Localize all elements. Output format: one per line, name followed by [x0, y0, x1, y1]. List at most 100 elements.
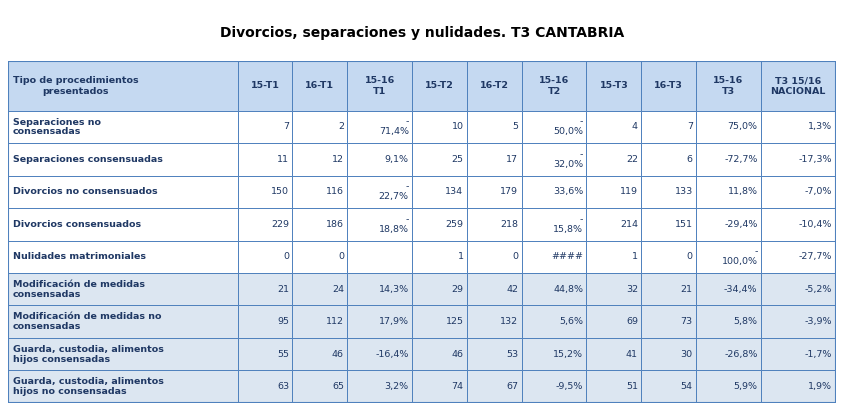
Text: 54: 54 — [681, 382, 693, 391]
Bar — [522, 370, 587, 403]
Bar — [641, 61, 696, 111]
Bar — [522, 175, 587, 208]
Text: 22: 22 — [626, 155, 638, 164]
Text: 7: 7 — [283, 123, 289, 131]
Bar — [347, 143, 412, 175]
Bar — [641, 273, 696, 306]
Bar — [641, 306, 696, 338]
Bar — [587, 306, 641, 338]
Bar — [347, 61, 412, 111]
Text: -
32,0%: - 32,0% — [553, 150, 583, 168]
Bar — [293, 370, 347, 403]
Text: 15-16
T2: 15-16 T2 — [539, 76, 569, 96]
Text: 15-16
T3: 15-16 T3 — [713, 76, 744, 96]
Text: 15-T1: 15-T1 — [251, 81, 279, 90]
Bar — [467, 370, 522, 403]
Text: 1,9%: 1,9% — [809, 382, 832, 391]
Text: -
15,8%: - 15,8% — [553, 215, 583, 234]
Bar — [522, 61, 587, 111]
Bar — [8, 241, 238, 273]
Bar — [696, 273, 760, 306]
Text: 10: 10 — [452, 123, 463, 131]
Text: -9,5%: -9,5% — [555, 382, 583, 391]
Text: 46: 46 — [452, 350, 463, 359]
Text: Separaciones no
consensadas: Separaciones no consensadas — [13, 118, 100, 136]
Text: 15-T2: 15-T2 — [425, 81, 454, 90]
Text: -
71,4%: - 71,4% — [379, 118, 408, 136]
Text: 259: 259 — [446, 220, 463, 229]
Bar — [467, 338, 522, 370]
Text: 229: 229 — [271, 220, 289, 229]
Bar — [467, 61, 522, 111]
Bar — [760, 208, 836, 241]
Text: 41: 41 — [626, 350, 638, 359]
Bar — [8, 143, 238, 175]
Text: -
50,0%: - 50,0% — [553, 118, 583, 136]
Text: 65: 65 — [332, 382, 344, 391]
Text: 4: 4 — [632, 123, 638, 131]
Text: 30: 30 — [680, 350, 693, 359]
Text: Guarda, custodia, alimentos
hijos no consensadas: Guarda, custodia, alimentos hijos no con… — [13, 377, 164, 396]
Bar — [522, 273, 587, 306]
Bar — [696, 338, 760, 370]
Text: 186: 186 — [326, 220, 344, 229]
Text: 5: 5 — [512, 123, 518, 131]
Text: 218: 218 — [500, 220, 518, 229]
Bar — [412, 338, 467, 370]
Bar — [467, 208, 522, 241]
Text: 1,3%: 1,3% — [808, 123, 832, 131]
Text: -34,4%: -34,4% — [724, 285, 758, 294]
Text: -
100,0%: - 100,0% — [722, 247, 758, 266]
Bar — [412, 273, 467, 306]
Text: 0: 0 — [687, 252, 693, 261]
Bar — [696, 111, 760, 143]
Bar — [412, 370, 467, 403]
Text: 75,0%: 75,0% — [728, 123, 758, 131]
Text: 33,6%: 33,6% — [553, 187, 583, 196]
Text: 125: 125 — [446, 317, 463, 326]
Bar — [238, 111, 293, 143]
Bar — [238, 370, 293, 403]
Text: ####: #### — [551, 252, 583, 261]
Text: 55: 55 — [277, 350, 289, 359]
Bar — [238, 175, 293, 208]
Bar — [760, 143, 836, 175]
Bar — [760, 175, 836, 208]
Text: Modificación de medidas
consensadas: Modificación de medidas consensadas — [13, 280, 144, 299]
Bar — [641, 143, 696, 175]
Text: Modificación de medidas no
consensadas: Modificación de medidas no consensadas — [13, 313, 161, 331]
Text: 15-16
T1: 15-16 T1 — [365, 76, 395, 96]
Bar — [347, 208, 412, 241]
Bar — [293, 338, 347, 370]
Bar — [696, 241, 760, 273]
Bar — [238, 208, 293, 241]
Bar — [587, 273, 641, 306]
Text: 134: 134 — [446, 187, 463, 196]
Bar — [587, 111, 641, 143]
Bar — [412, 175, 467, 208]
Text: 17,9%: 17,9% — [379, 317, 408, 326]
Text: 51: 51 — [626, 382, 638, 391]
Bar — [467, 111, 522, 143]
Text: 14,3%: 14,3% — [379, 285, 408, 294]
Text: -
22,7%: - 22,7% — [379, 182, 408, 201]
Text: 69: 69 — [626, 317, 638, 326]
Bar — [641, 370, 696, 403]
Text: 132: 132 — [500, 317, 518, 326]
Bar — [293, 306, 347, 338]
Text: 9,1%: 9,1% — [385, 155, 408, 164]
Bar — [587, 208, 641, 241]
Bar — [760, 241, 836, 273]
Text: 112: 112 — [326, 317, 344, 326]
Text: Divorcios consensuados: Divorcios consensuados — [13, 220, 141, 229]
Bar — [8, 208, 238, 241]
Bar — [696, 208, 760, 241]
Text: 29: 29 — [452, 285, 463, 294]
Text: Nulidades matrimoniales: Nulidades matrimoniales — [13, 252, 145, 261]
Bar — [8, 111, 238, 143]
Bar — [238, 61, 293, 111]
Text: 63: 63 — [277, 382, 289, 391]
Text: 53: 53 — [506, 350, 518, 359]
Bar — [522, 208, 587, 241]
Text: 214: 214 — [620, 220, 638, 229]
